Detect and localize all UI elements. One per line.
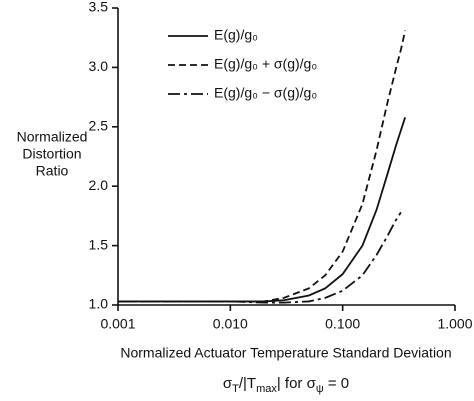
- y-tick-label: 1.5: [89, 236, 109, 252]
- x-tick-label: 0.001: [100, 316, 135, 332]
- x-tick-label: 0.100: [325, 316, 360, 332]
- x-axis-label: Normalized Actuator Temperature Standard…: [120, 345, 451, 361]
- legend-label: E(g)/g₀: [214, 27, 258, 43]
- x-axis-label-part: σ: [223, 375, 233, 392]
- x-axis-label-part: max: [256, 383, 277, 395]
- x-axis-label: σT/|Tmax| for σψ = 0: [223, 375, 349, 395]
- x-axis-label-part: ψ: [316, 383, 324, 395]
- y-tick-label: 3.5: [89, 0, 109, 15]
- y-axis-label: Distortion: [22, 146, 81, 162]
- legend-label: E(g)/g₀ + σ(g)/g₀: [214, 56, 317, 72]
- y-tick-label: 1.0: [89, 296, 109, 312]
- y-tick-label: 3.0: [89, 58, 109, 74]
- y-tick-label: 2.5: [89, 118, 109, 134]
- y-axis-label: Ratio: [36, 163, 69, 179]
- legend-label: E(g)/g₀ − σ(g)/g₀: [214, 85, 317, 101]
- series-line: [118, 117, 407, 303]
- y-tick-label: 2.0: [89, 177, 109, 193]
- series-line: [118, 211, 402, 304]
- x-tick-label: 0.010: [213, 316, 248, 332]
- x-tick-label: 1.000: [437, 316, 472, 332]
- x-axis-label-part: /|T: [239, 375, 256, 392]
- x-axis-label-part: | for σ: [277, 375, 317, 392]
- axis-line: [117, 8, 455, 306]
- x-axis-label-part: T: [232, 383, 239, 395]
- x-axis-label-part: = 0: [324, 375, 349, 392]
- y-axis-label: Normalized: [17, 129, 88, 145]
- series-line: [118, 30, 407, 303]
